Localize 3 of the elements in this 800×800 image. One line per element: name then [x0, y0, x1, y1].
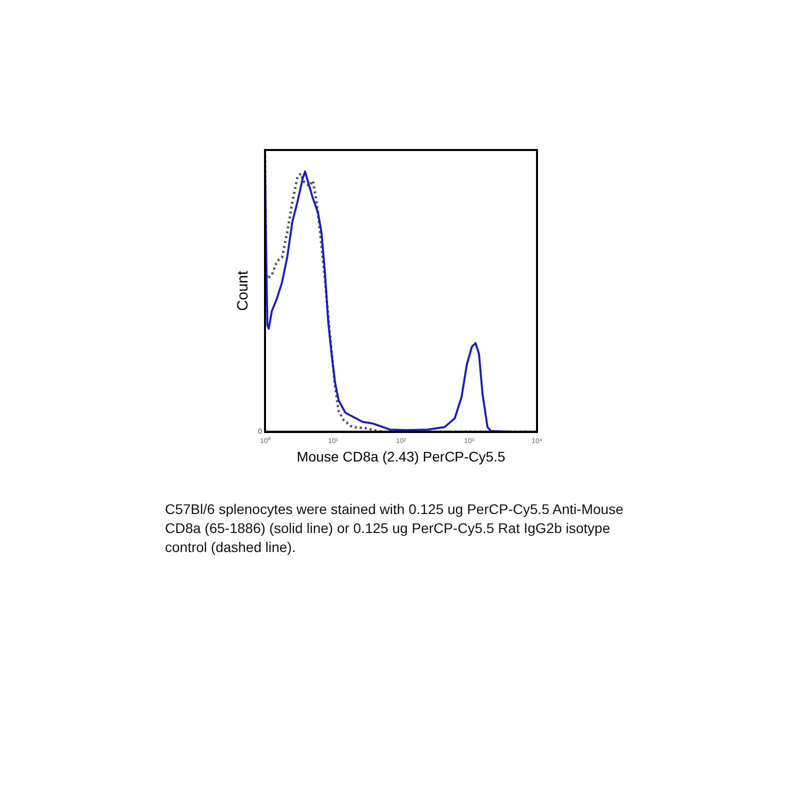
- x-axis-title: Mouse CD8a (2.43) PerCP-Cy5.5: [296, 448, 506, 464]
- text: C57Bl/6 splenocytes were stained with 0.125 ug PerCP-Cy5.5 Anti-Mouse CD8a (65-1886) (solid line) or 0.125 ug PerCP-Cy5.5 Rat IgG2b isotype control (dashed line).: [165, 500, 624, 557]
- y-axis-title: Count: [234, 270, 252, 311]
